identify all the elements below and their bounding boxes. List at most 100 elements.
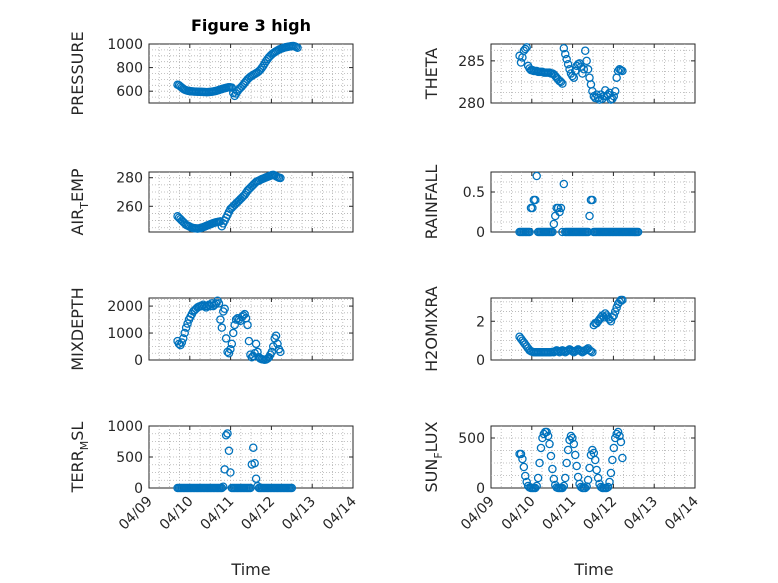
data-point — [238, 311, 248, 320]
data-point — [231, 199, 241, 208]
x-tick-label: 04/10 — [157, 494, 197, 534]
y-tick-label: 2 — [476, 314, 485, 330]
data-point — [536, 443, 546, 453]
series-markers — [515, 295, 627, 357]
y-tick-label: 500 — [116, 450, 143, 466]
data-point — [576, 347, 586, 356]
data-point — [605, 477, 614, 487]
y-tick-label: 0.5 — [463, 185, 485, 201]
series-markers — [515, 171, 643, 237]
data-point — [543, 431, 553, 441]
y-tick-label: 0 — [476, 225, 485, 241]
data-point — [572, 461, 581, 471]
series-markers — [515, 427, 627, 493]
data-point — [569, 439, 579, 449]
data-point — [230, 200, 239, 210]
data-point — [216, 315, 225, 324]
data-point — [243, 320, 252, 330]
data-point — [271, 331, 281, 340]
data-point — [181, 323, 191, 332]
data-point — [247, 182, 257, 191]
data-point — [618, 453, 627, 463]
data-point — [217, 323, 227, 332]
data-point — [546, 451, 556, 461]
x-tick-label: 04/13 — [279, 494, 319, 534]
data-point — [559, 179, 569, 189]
data-point — [566, 431, 576, 441]
y-tick-label: 0 — [134, 353, 143, 369]
x-tick-label: 04/11 — [198, 494, 238, 534]
data-point — [610, 86, 620, 96]
subplot-h2omixra: 0 2 H2OMIXRA — [422, 286, 696, 372]
data-point — [549, 219, 559, 229]
data-point — [532, 481, 541, 491]
data-point — [226, 344, 235, 354]
data-point — [293, 43, 302, 53]
data-point — [555, 207, 564, 217]
data-point — [244, 336, 254, 346]
y-axis-label-tail: EMP — [68, 168, 87, 202]
data-point — [535, 458, 544, 468]
data-point — [220, 304, 229, 314]
data-point — [251, 339, 261, 349]
x-axis-label-left: Time — [230, 560, 270, 579]
x-tick-label: 04/12 — [238, 494, 278, 534]
y-axis-label-main: PRESSURE — [68, 31, 87, 115]
subplot-theta: 280 285 THETA — [422, 43, 696, 112]
data-point — [609, 443, 619, 453]
y-axis-label-main: SUN — [422, 459, 441, 493]
data-point — [556, 77, 566, 87]
data-point — [583, 65, 593, 74]
data-point — [580, 46, 590, 55]
data-point — [519, 462, 529, 472]
x-tick-label: 04/13 — [621, 494, 661, 534]
data-point — [580, 483, 590, 493]
data-point — [563, 445, 573, 455]
series-markers — [173, 41, 302, 101]
y-axis-label: H2OMIXRA — [422, 286, 441, 372]
data-point — [609, 92, 619, 101]
data-point — [633, 227, 643, 237]
series-markers — [515, 43, 627, 104]
y-axis-label-main: AIR — [68, 209, 87, 236]
subplot-air_temp: 260 280 AIRTEMP — [68, 168, 354, 236]
data-point — [586, 347, 596, 356]
data-point — [613, 427, 623, 437]
y-tick-label: 2000 — [107, 299, 143, 315]
data-point — [227, 203, 237, 212]
data-point — [588, 195, 597, 205]
data-point — [618, 295, 627, 305]
data-point — [219, 482, 228, 492]
y-tick-label: 1000 — [107, 37, 143, 53]
figure-title: Figure 3 high — [191, 16, 311, 35]
y-axis-label: AIRTEMP — [68, 168, 91, 235]
subplot-sun_flux: 0 500 04/09 04/10 04/11 04/12 04/13 04/14 SUNFLU… — [422, 421, 702, 533]
x-tick-label: 04/14 — [320, 493, 360, 533]
x-tick-label: 04/11 — [540, 494, 580, 534]
data-point — [558, 79, 567, 88]
data-point — [221, 431, 231, 440]
data-point — [177, 216, 187, 225]
data-point — [518, 454, 527, 464]
data-point — [562, 54, 571, 64]
data-point — [608, 455, 617, 465]
data-point — [522, 43, 531, 52]
data-point — [276, 173, 285, 183]
data-point — [224, 446, 234, 456]
data-point — [236, 194, 245, 204]
data-point — [548, 464, 557, 474]
x-tick-label: 04/12 — [580, 494, 620, 534]
y-axis-label-subscript: M — [78, 441, 91, 451]
y-tick-label: 0 — [134, 481, 143, 497]
data-point — [516, 58, 526, 67]
data-point — [229, 328, 238, 338]
data-point — [521, 471, 530, 481]
data-point — [525, 227, 534, 237]
data-point — [531, 483, 540, 493]
data-point — [592, 465, 601, 475]
data-point — [542, 427, 551, 437]
data-point — [562, 458, 571, 468]
series-markers — [173, 429, 297, 493]
